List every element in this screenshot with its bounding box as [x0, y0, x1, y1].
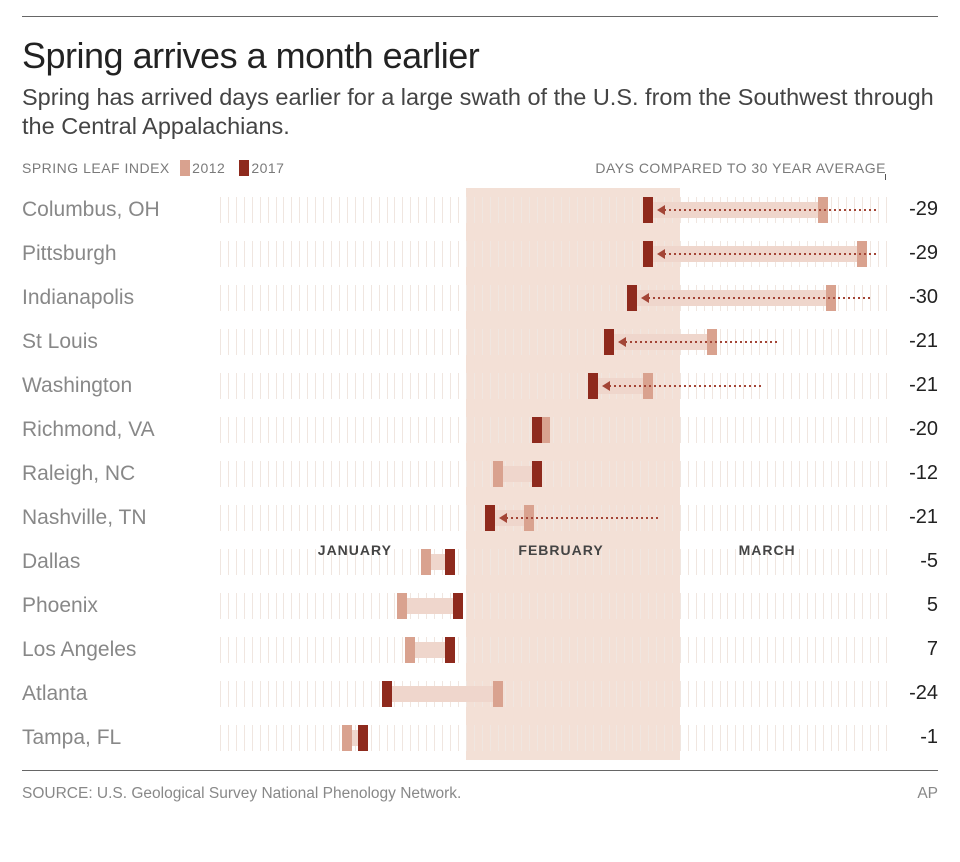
marker-2017 [532, 461, 542, 487]
city-label: Phoenix [22, 594, 220, 618]
marker-2012 [421, 549, 431, 575]
rule-bottom [22, 770, 938, 771]
month-label: FEBRUARY [518, 542, 603, 558]
track [220, 373, 886, 399]
delta-value: -29 [890, 242, 938, 265]
chart-container: Spring arrives a month earlier Spring ha… [0, 0, 960, 862]
marker-2017 [643, 197, 653, 223]
delta-value: -5 [890, 550, 938, 573]
shift-arrow [659, 209, 878, 211]
marker-2012 [493, 461, 503, 487]
shift-arrow [501, 517, 657, 519]
legend-left: SPRING LEAF INDEX 2012 2017 [22, 160, 292, 176]
chart-row: Pittsburgh -29 [22, 232, 938, 276]
track [220, 637, 886, 663]
track [220, 285, 886, 311]
delta-value: 7 [890, 638, 938, 661]
chart-rows: Columbus, OH -29 Pittsburgh -29 Indianapolis… [22, 188, 938, 760]
shift-arrow [620, 341, 776, 343]
marker-2017 [627, 285, 637, 311]
rule-top [22, 16, 938, 17]
city-label: Columbus, OH [22, 198, 220, 222]
shift-arrow [643, 297, 870, 299]
shift-arrow [604, 385, 760, 387]
city-label: St Louis [22, 330, 220, 354]
legend-year-label: 2017 [251, 160, 284, 176]
chart-row: DallasJANUARYFEBRUARYMARCH-5 [22, 540, 938, 584]
city-label: Washington [22, 374, 220, 398]
track [220, 725, 886, 751]
track [220, 197, 886, 223]
chart-row: Tampa, FL -1 [22, 716, 938, 760]
marker-2017 [532, 417, 542, 443]
delta-value: -21 [890, 374, 938, 397]
delta-value: -21 [890, 506, 938, 529]
delta-value: -1 [890, 726, 938, 749]
shift-arrow [659, 253, 878, 255]
marker-2012 [342, 725, 352, 751]
between-bar [402, 598, 458, 614]
legend-row: SPRING LEAF INDEX 2012 2017 DAYS COMPARED… [22, 160, 938, 182]
city-label: Atlanta [22, 682, 220, 706]
chart-row: Raleigh, NC -12 [22, 452, 938, 496]
track [220, 505, 886, 531]
source-text: SOURCE: U.S. Geological Survey National … [22, 785, 461, 802]
delta-value: -21 [890, 330, 938, 353]
marker-2012 [397, 593, 407, 619]
marker-2017 [445, 549, 455, 575]
chart-row: Indianapolis -30 [22, 276, 938, 320]
city-label: Nashville, TN [22, 506, 220, 530]
city-label: Dallas [22, 550, 220, 574]
legend-swatch [180, 160, 190, 176]
delta-value: -12 [890, 462, 938, 485]
track [220, 593, 886, 619]
marker-2017 [453, 593, 463, 619]
marker-2017 [485, 505, 495, 531]
source-row: SOURCE: U.S. Geological Survey National … [22, 785, 938, 803]
track [220, 241, 886, 267]
city-label: Pittsburgh [22, 242, 220, 266]
marker-2017 [358, 725, 368, 751]
marker-2017 [588, 373, 598, 399]
delta-value: -24 [890, 682, 938, 705]
marker-2017 [382, 681, 392, 707]
track [220, 461, 886, 487]
chart-row: Washington -21 [22, 364, 938, 408]
track [220, 681, 886, 707]
chart-row: Columbus, OH -29 [22, 188, 938, 232]
delta-value: -20 [890, 418, 938, 441]
month-label: JANUARY [318, 542, 392, 558]
month-label: MARCH [739, 542, 796, 558]
city-label: Richmond, VA [22, 418, 220, 442]
track [220, 417, 886, 443]
chart-row: Atlanta -24 [22, 672, 938, 716]
delta-value: -29 [890, 198, 938, 221]
legend-left-label: SPRING LEAF INDEX [22, 160, 170, 176]
marker-2012 [405, 637, 415, 663]
chart-row: Phoenix 5 [22, 584, 938, 628]
chart-row: Richmond, VA -20 [22, 408, 938, 452]
city-label: Tampa, FL [22, 726, 220, 750]
city-label: Los Angeles [22, 638, 220, 662]
delta-value: 5 [890, 594, 938, 617]
marker-2017 [643, 241, 653, 267]
chart-subtitle: Spring has arrived days earlier for a la… [22, 83, 938, 142]
track: JANUARYFEBRUARYMARCH [220, 549, 886, 575]
marker-2017 [445, 637, 455, 663]
delta-value: -30 [890, 286, 938, 309]
legend-year-label: 2012 [192, 160, 225, 176]
chart-row: St Louis -21 [22, 320, 938, 364]
chart-title: Spring arrives a month earlier [22, 35, 938, 77]
city-label: Indianapolis [22, 286, 220, 310]
city-label: Raleigh, NC [22, 462, 220, 486]
marker-2017 [604, 329, 614, 355]
track [220, 329, 886, 355]
chart-row: Nashville, TN -21 [22, 496, 938, 540]
marker-2012 [493, 681, 503, 707]
between-bar [387, 686, 498, 702]
legend-right-label: DAYS COMPARED TO 30 YEAR AVERAGE [595, 160, 886, 176]
legend-swatch [239, 160, 249, 176]
credit: AP [917, 785, 938, 803]
chart-row: Los Angeles 7 [22, 628, 938, 672]
